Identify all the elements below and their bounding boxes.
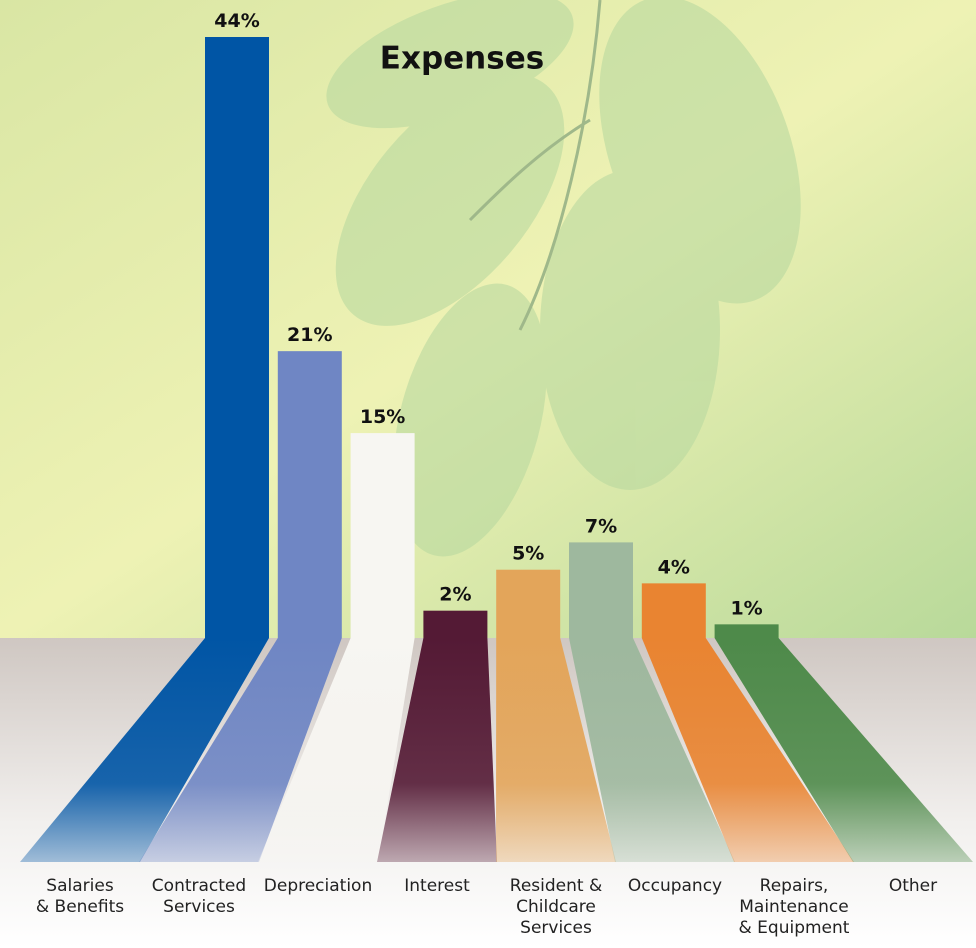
bar (423, 611, 487, 638)
bar (205, 37, 269, 638)
bar (278, 351, 342, 638)
x-tick-label: Resident & Childcare Services (491, 876, 621, 939)
x-tick-label: Occupancy (610, 876, 740, 897)
x-tick-label: Salaries & Benefits (15, 876, 145, 918)
page: Expenses 44% 21% 15% 2% 5% 7% 4% 1% Salaries & … (0, 0, 976, 948)
bar (496, 570, 560, 638)
x-tick-label: Depreciation (253, 876, 383, 897)
x-tick-label: Repairs, Maintenance & Equipment (729, 876, 859, 939)
value-label: 44% (214, 10, 259, 32)
chart-title: Expenses (380, 41, 544, 77)
bar (351, 433, 415, 638)
bar (642, 583, 706, 638)
value-label: 1% (730, 597, 762, 619)
value-label: 2% (439, 584, 471, 606)
x-tick-label: Interest (372, 876, 502, 897)
value-label: 4% (658, 556, 690, 578)
x-tick-label: Other (848, 876, 976, 897)
value-label: 5% (512, 543, 544, 565)
value-label: 15% (360, 406, 405, 428)
chart: Expenses 44% 21% 15% 2% 5% 7% 4% 1% (0, 0, 976, 948)
value-label: 21% (287, 324, 332, 346)
bar (715, 624, 779, 638)
value-label: 7% (585, 515, 617, 537)
x-tick-label: Contracted Services (134, 876, 264, 918)
bar (569, 542, 633, 638)
